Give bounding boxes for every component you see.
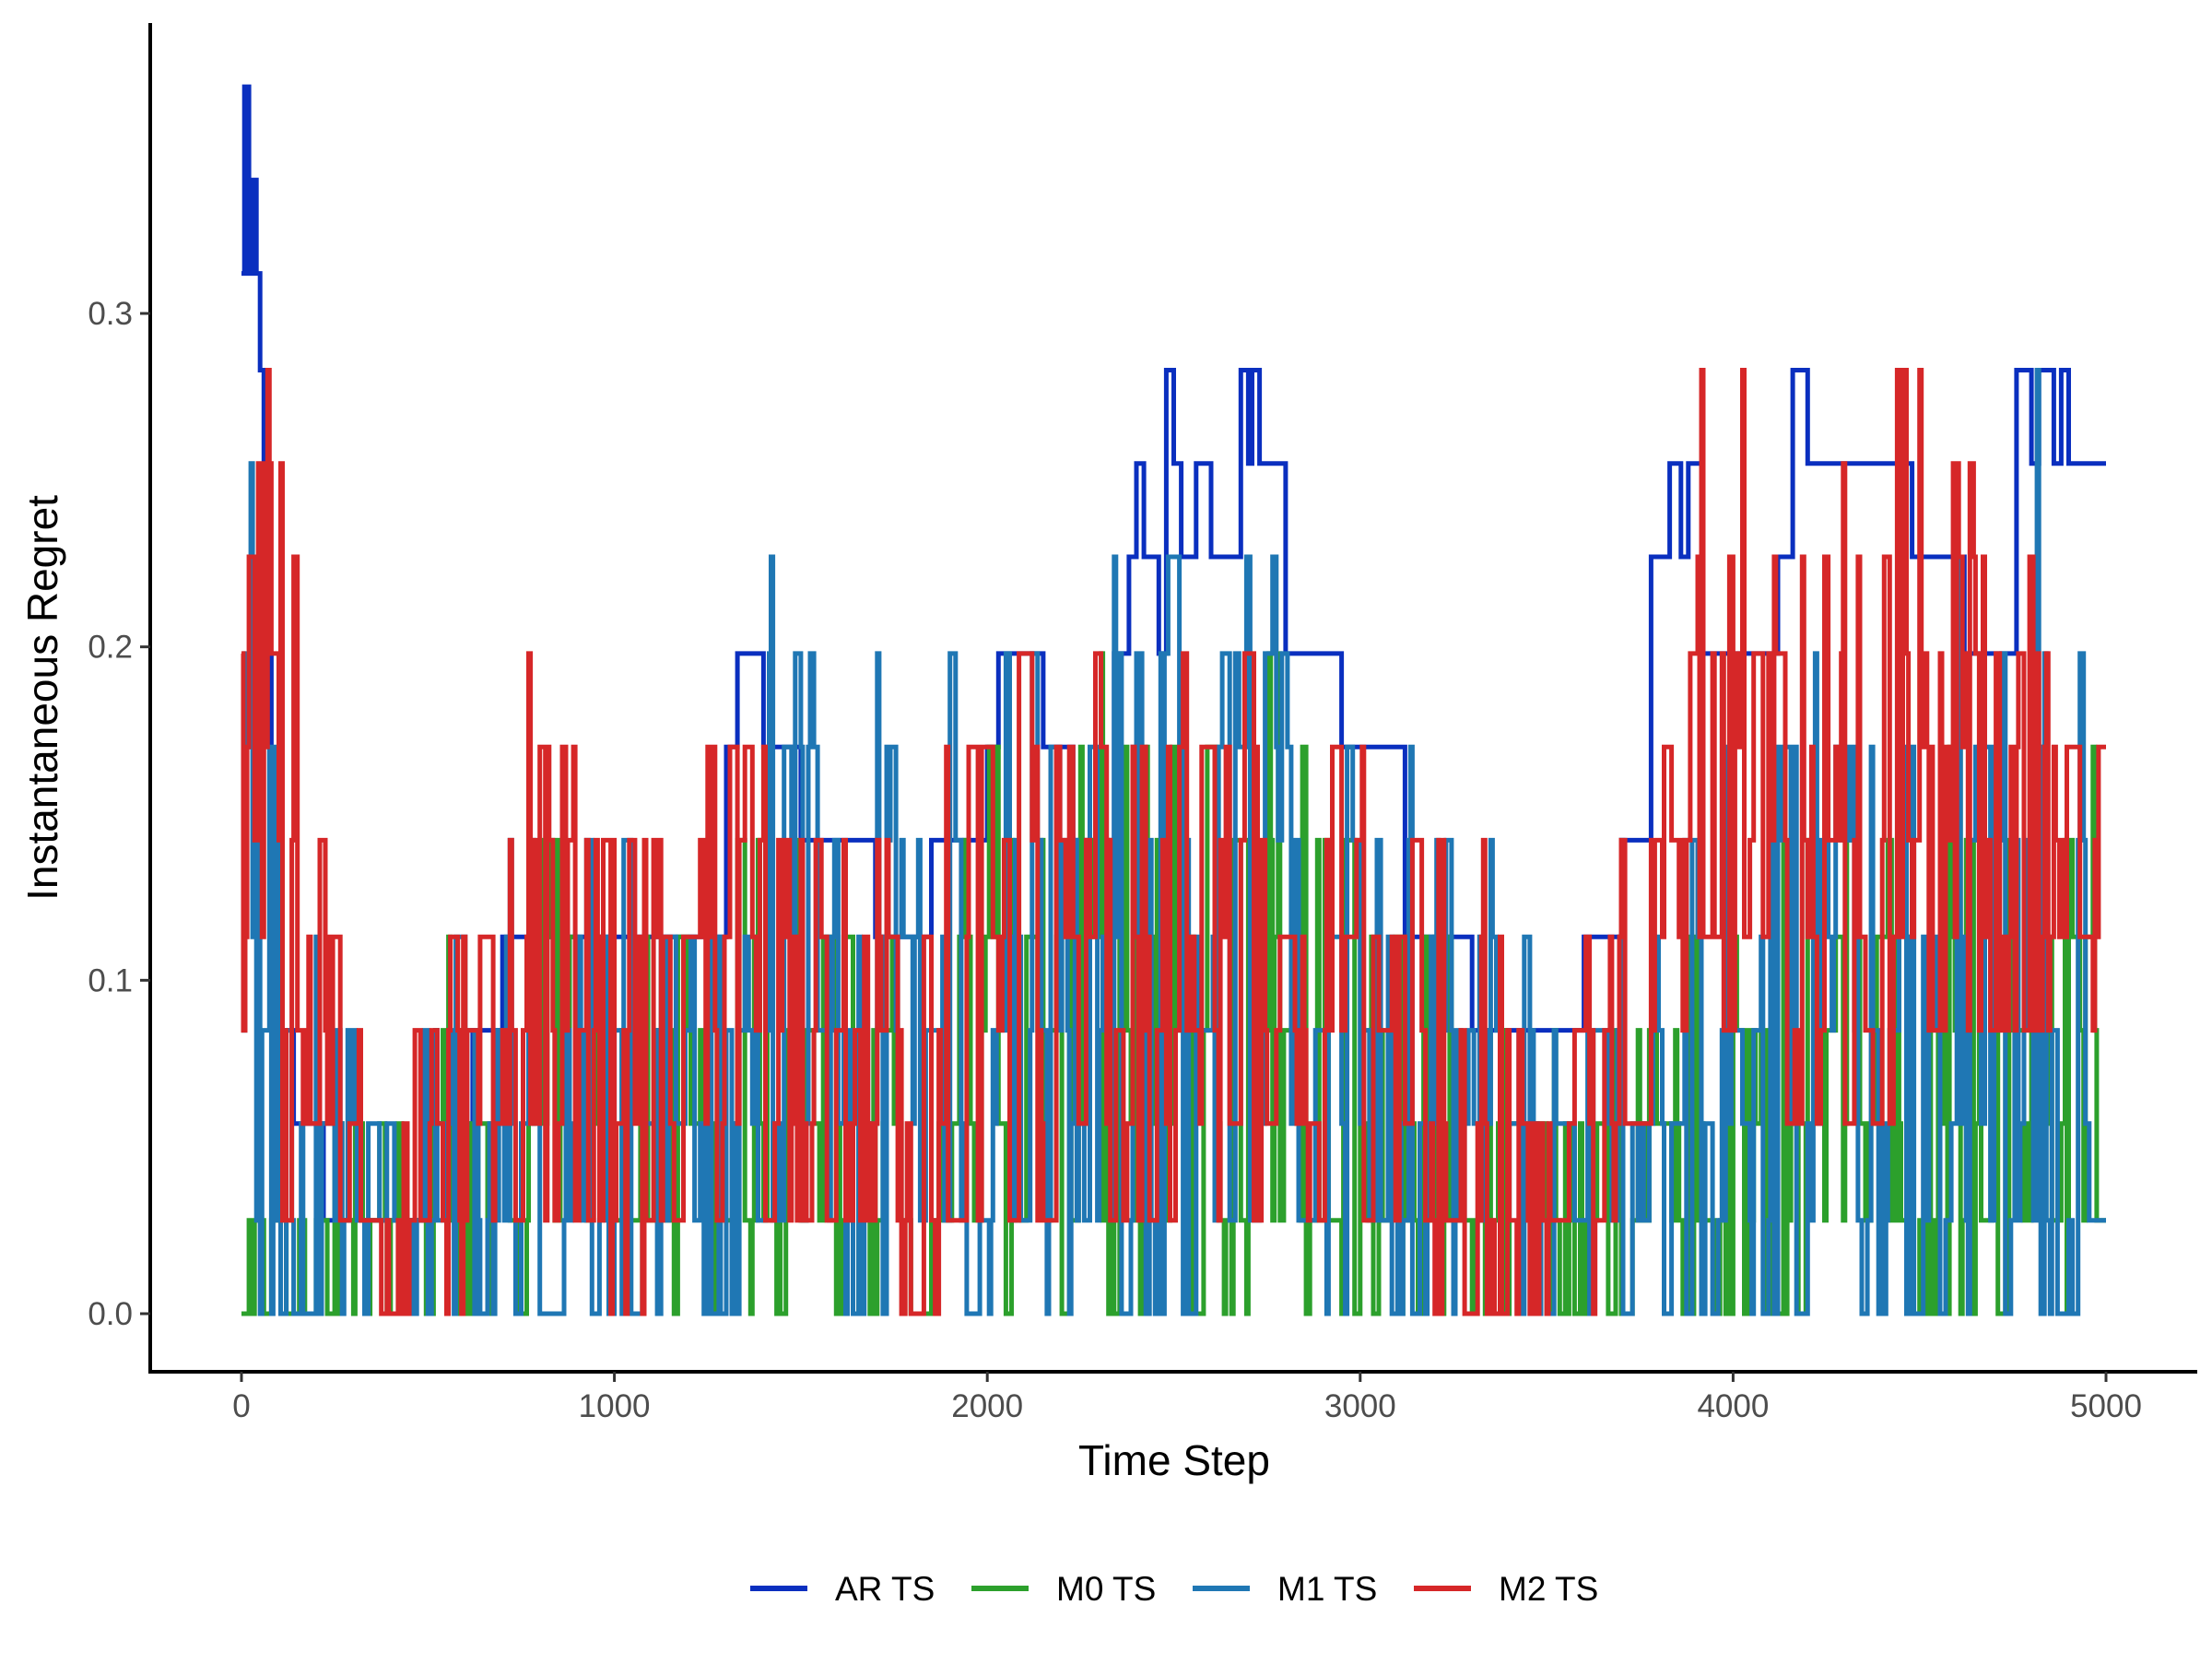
y-tick-label: 0.2 xyxy=(88,630,133,666)
legend-label: M1 TS xyxy=(1277,1570,1377,1608)
x-tick-label: 5000 xyxy=(2070,1388,2142,1424)
y-tick-label: 0.3 xyxy=(88,296,133,332)
series-line-m2-ts xyxy=(241,368,2106,1316)
y-axis-title: Instantaneous Regret xyxy=(18,495,66,901)
y-tick-label: 0.0 xyxy=(88,1296,133,1332)
y-ticks: 0.0 0.1 0.2 0.3 xyxy=(88,296,150,1332)
x-tick-label: 3000 xyxy=(1324,1388,1396,1424)
y-tick-label: 0.1 xyxy=(88,962,133,998)
legend-label: AR TS xyxy=(835,1570,935,1608)
x-tick-label: 0 xyxy=(232,1388,250,1424)
x-tick-label: 4000 xyxy=(1697,1388,1769,1424)
legend: AR TS M0 TS M1 TS M2 TS xyxy=(750,1570,1598,1608)
x-tick-label: 1000 xyxy=(579,1388,651,1424)
axes xyxy=(148,23,2197,1374)
x-ticks: 0 1000 2000 3000 4000 5000 xyxy=(232,1372,2142,1424)
legend-label: M0 TS xyxy=(1056,1570,1156,1608)
plot-series xyxy=(241,84,2106,1316)
series-line-m1-ts xyxy=(241,368,2106,1316)
x-axis-title: Time Step xyxy=(1078,1436,1270,1484)
legend-label: M2 TS xyxy=(1499,1570,1598,1608)
x-tick-label: 2000 xyxy=(951,1388,1023,1424)
